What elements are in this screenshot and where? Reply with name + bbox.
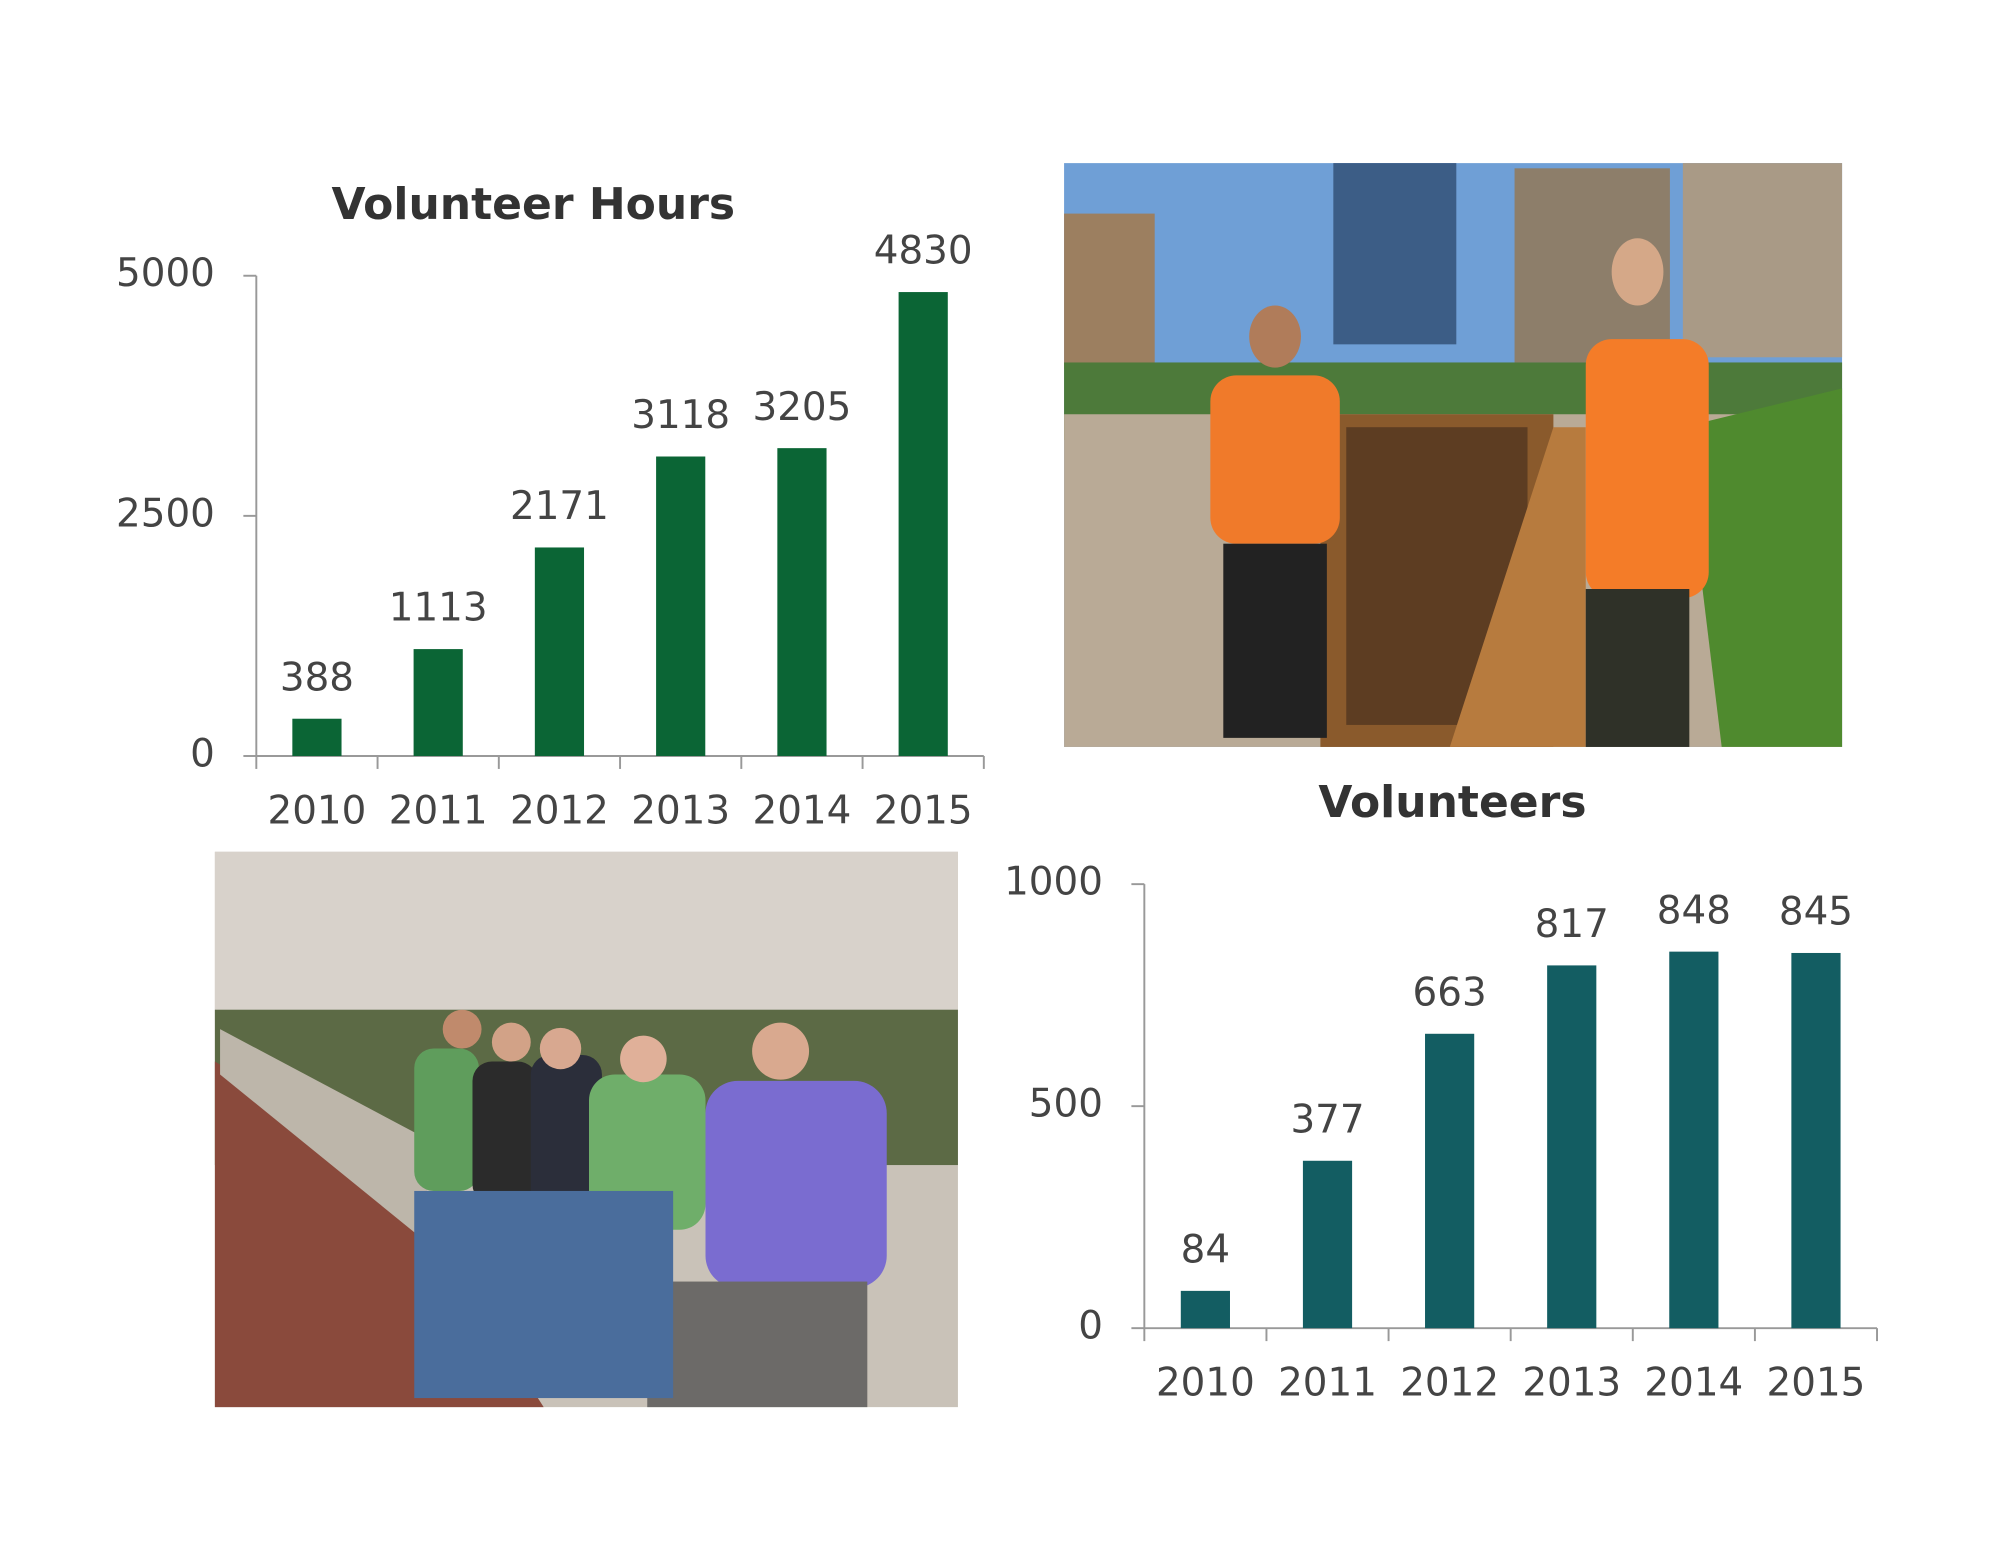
- x-tick-label: 2012: [1400, 1361, 1499, 1406]
- x-tick-label: 2015: [874, 788, 973, 833]
- value-label: 663: [1413, 970, 1487, 1015]
- x-tick-label: 2010: [268, 788, 367, 833]
- photo-volunteers: [214, 851, 958, 1408]
- bar: [1425, 1033, 1475, 1329]
- y-tick-label: 0: [1078, 1304, 1103, 1349]
- bar: [1791, 952, 1841, 1329]
- bar: [413, 649, 463, 756]
- x-tick-label: 2013: [631, 788, 730, 833]
- y-tick-label: 500: [1029, 1082, 1103, 1127]
- value-label: 377: [1290, 1097, 1364, 1142]
- bar: [534, 547, 585, 756]
- x-tick-label: 2012: [510, 788, 609, 833]
- bar: [292, 718, 342, 756]
- y-tick-label: 5000: [116, 251, 215, 296]
- x-tick-label: 2011: [1278, 1361, 1377, 1406]
- x-tick-label: 2014: [753, 788, 852, 833]
- value-label: 3205: [753, 385, 852, 430]
- value-label: 848: [1657, 888, 1731, 933]
- x-tick-label: 2014: [1644, 1361, 1743, 1406]
- x-tick-label: 2010: [1156, 1361, 1255, 1406]
- bar: [1302, 1160, 1353, 1329]
- y-tick-label: 1000: [1004, 860, 1103, 905]
- bar: [898, 292, 948, 756]
- photo-festival: [1064, 163, 1843, 747]
- value-label: 1113: [389, 586, 488, 631]
- bar: [1547, 965, 1597, 1329]
- chart-title: Volunteer Hours: [332, 179, 736, 230]
- value-label: 817: [1535, 902, 1609, 947]
- value-label: 845: [1779, 890, 1853, 935]
- value-label: 4830: [874, 229, 973, 274]
- value-label: 84: [1181, 1228, 1230, 1273]
- value-label: 3118: [631, 393, 730, 438]
- bar: [1180, 1290, 1230, 1329]
- x-tick-label: 2015: [1767, 1361, 1866, 1406]
- bar: [656, 456, 706, 756]
- value-label: 2171: [510, 484, 609, 529]
- x-tick-label: 2013: [1522, 1361, 1621, 1406]
- bar: [1669, 951, 1719, 1329]
- value-label: 388: [280, 655, 354, 700]
- x-tick-label: 2011: [389, 788, 488, 833]
- bar: [777, 448, 827, 756]
- y-tick-label: 0: [190, 731, 215, 776]
- y-tick-label: 2500: [116, 491, 215, 536]
- chart-title: Volunteers: [1318, 777, 1586, 828]
